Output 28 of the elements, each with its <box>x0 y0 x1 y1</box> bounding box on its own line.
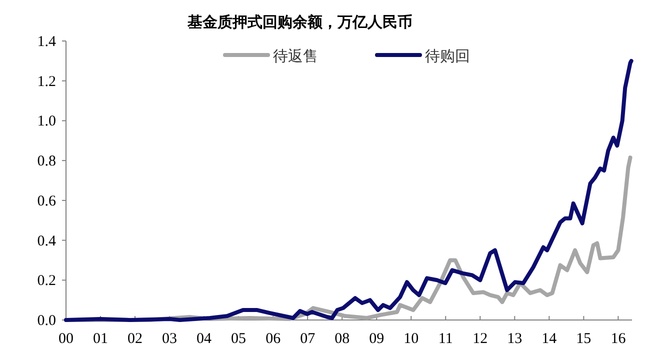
y-tick-label: 0.2 <box>37 273 56 290</box>
y-tick-label: 1.0 <box>37 114 56 130</box>
x-tick-label: 13 <box>507 331 522 347</box>
x-tick-label: 03 <box>162 331 178 347</box>
y-tick-label: 0.4 <box>37 233 56 250</box>
x-tick-label: 14 <box>542 331 558 347</box>
x-tick-label: 15 <box>576 331 592 347</box>
x-tick-label: 09 <box>369 331 384 347</box>
x-tick-label: 12 <box>472 331 488 347</box>
x-tick-label: 04 <box>196 331 212 347</box>
legend-label: 待购回 <box>425 47 470 65</box>
x-tick-label: 02 <box>128 331 143 347</box>
y-tick-label: 0.6 <box>37 193 56 210</box>
legend-label: 待返售 <box>273 47 318 65</box>
y-tick-label: 1.4 <box>37 34 56 50</box>
y-tick-label: 0.0 <box>37 313 56 329</box>
x-tick-label: 16 <box>610 331 626 347</box>
x-tick-label: 07 <box>300 331 316 347</box>
y-tick-label: 1.2 <box>37 74 56 90</box>
x-tick-label: 06 <box>266 331 282 347</box>
x-tick-label: 05 <box>231 331 246 347</box>
x-tick-label: 00 <box>58 331 74 347</box>
y-tick-label: 0.8 <box>37 154 56 170</box>
chart-title: 基金质押式回购余额，万亿人民币 <box>186 13 412 31</box>
x-tick-label: 08 <box>334 331 350 347</box>
x-tick-label: 01 <box>93 331 108 347</box>
x-tick-label: 11 <box>438 331 453 347</box>
x-tick-label: 10 <box>404 331 419 347</box>
